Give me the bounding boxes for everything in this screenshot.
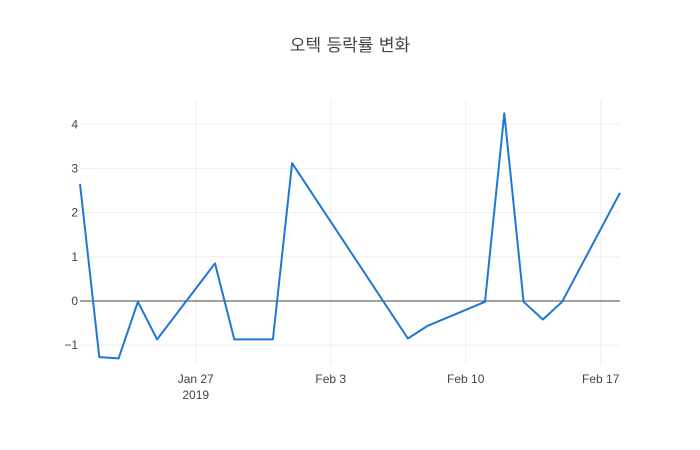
x-tick-sublabel: 2019: [182, 388, 209, 402]
grid-layer: [80, 100, 620, 365]
y-tick-label: 1: [71, 250, 78, 264]
y-tick-label: 0: [71, 294, 78, 308]
y-tick-label: 2: [71, 206, 78, 220]
series-line: [79, 112, 621, 360]
chart-title: 오텍 등락률 변화: [289, 36, 411, 56]
tick-label-layer: Jan 27 2019 Feb 3 Feb 10 Feb 17 −1 0 1 2 3 4: [64, 117, 619, 402]
series-layer: [79, 112, 621, 360]
y-tick-label: 4: [71, 117, 78, 131]
x-tick-label: Feb 17: [582, 372, 620, 386]
x-tick-label: Jan 27: [178, 372, 214, 386]
x-tick-label: Feb 3: [315, 372, 346, 386]
y-tick-label: −1: [64, 338, 78, 352]
x-tick-label: Feb 10: [447, 372, 485, 386]
y-tick-label: 3: [71, 161, 78, 175]
